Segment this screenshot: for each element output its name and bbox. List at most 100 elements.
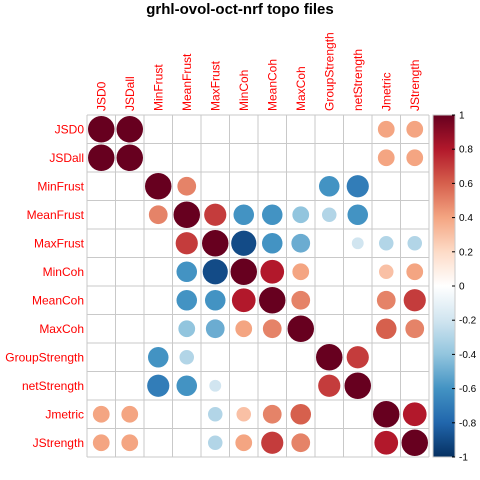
colorbar-tick-label: 0.4 xyxy=(459,213,473,224)
correlation-circle xyxy=(403,289,426,312)
column-label: Jmetric xyxy=(379,72,393,111)
correlation-circle xyxy=(351,237,364,250)
column-label: netStrength xyxy=(351,49,365,111)
correlation-circle xyxy=(259,287,286,314)
row-label: JSD0 xyxy=(55,122,85,136)
colorbar-tick-label: -0.6 xyxy=(459,384,477,395)
correlation-circle xyxy=(204,289,226,311)
row-label: Jmetric xyxy=(45,407,84,421)
column-label: JStrength xyxy=(408,60,422,111)
correlation-circle xyxy=(405,319,425,339)
correlation-circle xyxy=(148,205,168,225)
correlation-circle xyxy=(92,405,110,423)
row-label: netStrength xyxy=(22,379,84,393)
correlation-circle xyxy=(176,375,198,397)
column-label: GroupStrength xyxy=(322,32,336,111)
correlation-circle xyxy=(287,315,314,342)
correlation-circle xyxy=(235,320,253,338)
colorbar-gradient xyxy=(432,114,456,458)
row-label: MeanCoh xyxy=(32,293,84,307)
colorbar-tick-label: -0.2 xyxy=(459,316,477,327)
correlation-circle xyxy=(346,346,369,369)
row-label: MaxFrust xyxy=(34,236,85,250)
correlation-circle xyxy=(176,261,198,283)
correlation-circle xyxy=(406,149,424,167)
row-label: GroupStrength xyxy=(5,350,84,364)
row-label: MaxCoh xyxy=(39,322,84,336)
column-label: MaxCoh xyxy=(294,66,308,111)
correlation-circle xyxy=(176,289,198,311)
column-labels: JSD0 JSDall MinFrust MeanFrust MaxFrust MinCo… xyxy=(94,32,422,111)
row-label: MeanFrust xyxy=(27,208,85,222)
column-label: MinFrust xyxy=(151,64,165,111)
correlation-circle xyxy=(290,403,312,425)
correlation-circle xyxy=(262,319,282,339)
correlation-circle xyxy=(318,374,341,397)
colorbar-tick-label: 1 xyxy=(459,111,465,122)
correlation-circle xyxy=(291,233,311,253)
correlation-circle xyxy=(145,173,172,200)
plot-grid xyxy=(86,114,430,458)
correlation-circle xyxy=(88,116,115,143)
correlation-circle xyxy=(116,144,143,171)
column-label: MinCoh xyxy=(237,70,251,111)
correlation-circle xyxy=(202,259,228,285)
correlation-circle xyxy=(233,204,255,226)
correlation-circle xyxy=(292,206,310,224)
correlation-circle xyxy=(261,204,283,226)
colorbar-tick-label: -0.4 xyxy=(459,350,477,361)
correlation-circle xyxy=(209,379,222,392)
correlation-circle xyxy=(235,434,253,452)
correlation-circle xyxy=(207,435,223,451)
correlation-circle xyxy=(292,263,310,281)
correlation-circle xyxy=(260,259,285,284)
correlation-circle xyxy=(179,349,195,365)
correlation-circle xyxy=(346,175,369,198)
correlation-circle xyxy=(344,372,371,399)
correlation-circle xyxy=(231,230,257,256)
correlation-circle xyxy=(374,430,399,455)
correlation-circles xyxy=(88,116,428,456)
correlation-circle xyxy=(378,264,394,280)
correlation-circle xyxy=(177,176,197,196)
row-labels: JSD0 JSDall MinFrust MeanFrust MaxFrust MinCo… xyxy=(5,122,84,450)
correlation-circle xyxy=(205,319,225,339)
correlation-circle xyxy=(261,431,284,454)
chart-title: grhl-ovol-oct-nrf topo files xyxy=(146,1,333,18)
column-label: MaxFrust xyxy=(208,60,222,111)
correlation-circle xyxy=(375,318,397,340)
row-label: JStrength xyxy=(33,436,84,450)
colorbar-tick-label: 0 xyxy=(459,282,465,293)
row-label: MinCoh xyxy=(43,265,84,279)
correlation-circle xyxy=(202,230,229,257)
correlation-circle xyxy=(178,320,196,338)
correlation-circle xyxy=(121,434,139,452)
correlation-circle xyxy=(377,120,395,138)
correlation-circle xyxy=(147,346,169,368)
correlation-circle xyxy=(147,374,170,397)
correlation-circle xyxy=(204,203,227,226)
correlation-circle xyxy=(175,232,198,255)
correlation-circle xyxy=(377,149,395,167)
correlation-circle xyxy=(231,288,256,313)
correlation-circle xyxy=(321,207,337,223)
correlation-circle xyxy=(318,175,340,197)
colorbar-tick-label: -1 xyxy=(459,453,468,464)
correlation-circle xyxy=(378,235,394,251)
column-label: JSD0 xyxy=(94,81,108,111)
correlation-circle xyxy=(291,433,311,453)
colorbar-tick-label: 0.6 xyxy=(459,179,473,190)
colorbar-tick-label: -0.8 xyxy=(459,418,477,429)
correlation-circle xyxy=(230,258,257,285)
row-label: JSDall xyxy=(49,151,84,165)
correlation-circle xyxy=(291,290,311,310)
correlation-circle xyxy=(236,406,252,422)
correlation-circle xyxy=(401,429,428,456)
correlation-circle xyxy=(406,120,424,138)
correlation-circle xyxy=(121,405,139,423)
correlation-circle xyxy=(261,232,283,254)
correlation-circle xyxy=(262,404,282,424)
correlation-circle xyxy=(316,344,343,371)
correlation-circle xyxy=(88,144,115,171)
